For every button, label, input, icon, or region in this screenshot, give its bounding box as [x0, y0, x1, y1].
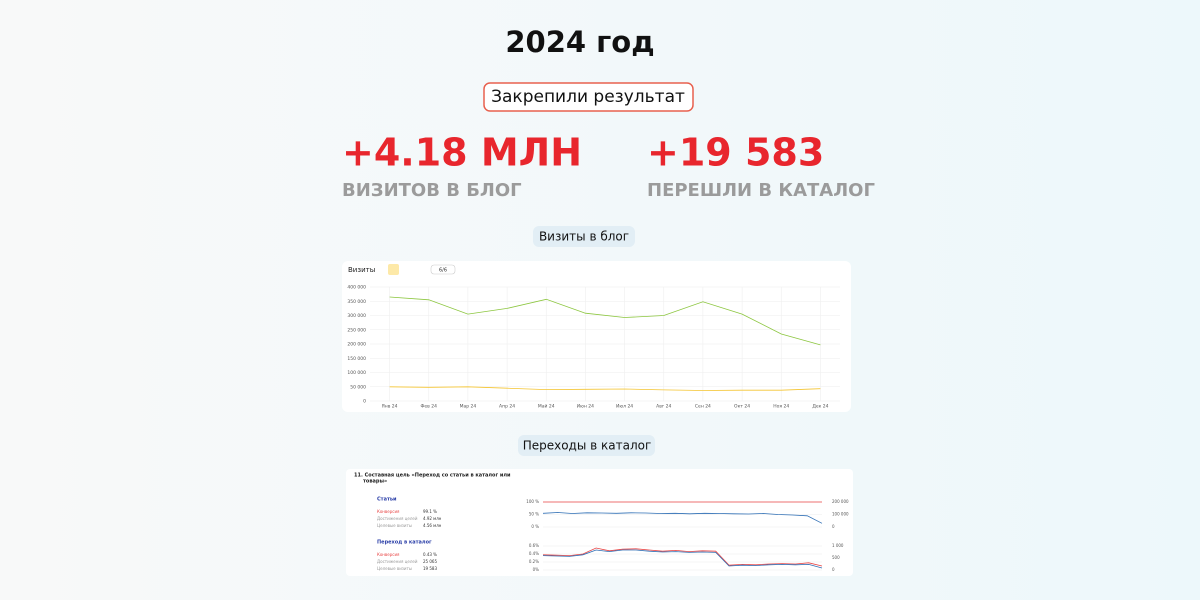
row-value: 0.43 % [423, 552, 437, 557]
section-pill [533, 226, 635, 247]
y-tick-label: 200 000 [347, 342, 366, 348]
series-line [389, 296, 821, 346]
row-label: Целевые визиты [377, 566, 412, 571]
stat-value: +19 583 [647, 131, 824, 175]
badge: Закрепили результат [491, 87, 685, 107]
x-tick-label: Фев 24 [421, 404, 438, 410]
row-label: Достижения целей [377, 516, 418, 521]
y-tick-label: 100 000 [347, 370, 366, 376]
row-value: 25 065 [423, 559, 437, 564]
y2-tick-label: 1 000 [832, 543, 844, 548]
x-tick-label: Янв 24 [382, 404, 398, 410]
y-tick-label: 0% [533, 567, 540, 572]
y-tick-label: 250 000 [347, 327, 366, 333]
y-tick-label: 0.4% [529, 551, 539, 556]
group-title: Статьи [377, 497, 397, 503]
x-tick-label: Июл 24 [616, 404, 633, 410]
row-value: 99.1 % [423, 509, 437, 514]
y-tick-label: 0.6% [529, 543, 539, 548]
y2-tick-label: 500 [832, 555, 840, 560]
section-label: Визиты в блог [539, 230, 629, 244]
y-tick-label: 50 000 [350, 384, 366, 390]
row-label: Целевые визиты [377, 523, 412, 528]
report-title: 11. Составная цель «Переход со статьи в … [354, 473, 511, 479]
x-tick-label: Авг 24 [656, 404, 671, 410]
stat-label: ВИЗИТОВ В БЛОГ [342, 180, 522, 201]
title: 2024 год [505, 25, 654, 59]
group-title: Переход в каталог [377, 540, 432, 546]
panel [346, 469, 853, 576]
y-tick-label: 0.2% [529, 559, 539, 564]
series-line [542, 512, 823, 524]
y-tick-label: 50 % [529, 512, 539, 517]
toolbar-button[interactable] [388, 264, 399, 275]
x-tick-label: Мар 24 [460, 404, 477, 410]
section-pill [518, 435, 655, 456]
series-line [389, 386, 821, 391]
y-tick-label: 100 % [526, 499, 539, 504]
row-value: 4.56 млн [423, 523, 442, 528]
y-tick-label: 0 % [531, 524, 539, 529]
stat-value: +4.18 МЛН [342, 131, 582, 175]
series-line [542, 549, 823, 569]
y2-tick-label: 100 000 [832, 512, 849, 517]
x-tick-label: Июн 24 [577, 404, 594, 410]
panel [342, 261, 851, 412]
x-tick-label: Окт 24 [734, 404, 750, 410]
y-tick-label: 300 000 [347, 313, 366, 319]
badge-box [483, 82, 694, 112]
x-tick-label: Сен 24 [695, 404, 711, 410]
series-line [542, 547, 823, 567]
x-tick-label: Ноя 24 [773, 404, 789, 410]
stat-label: ПЕРЕШЛИ В КАТАЛОГ [647, 180, 875, 201]
report-title: товары» [363, 479, 387, 485]
toolbar-select[interactable] [430, 264, 456, 275]
panel-title: Визиты [348, 266, 375, 274]
y2-tick-label: 200 000 [832, 499, 849, 504]
y2-tick-label: 0 [832, 567, 835, 572]
y-tick-label: 0 [363, 399, 366, 405]
row-value: 19 583 [423, 566, 437, 571]
y2-tick-label: 0 [832, 524, 835, 529]
section-label: Переходы в каталог [523, 439, 652, 453]
row-label: Конверсия [377, 509, 400, 514]
row-label: Достижения целей [377, 559, 418, 564]
y-tick-label: 400 000 [347, 285, 366, 291]
row-value: 4.92 млн [423, 516, 442, 521]
x-tick-label: Дек 24 [812, 404, 828, 410]
y-tick-label: 150 000 [347, 356, 366, 362]
row-label: Конверсия [377, 552, 400, 557]
x-tick-label: Апр 24 [499, 404, 515, 410]
y-tick-label: 350 000 [347, 299, 366, 305]
x-tick-label: Май 24 [538, 403, 555, 410]
toolbar-text: 6/6 [439, 268, 447, 274]
